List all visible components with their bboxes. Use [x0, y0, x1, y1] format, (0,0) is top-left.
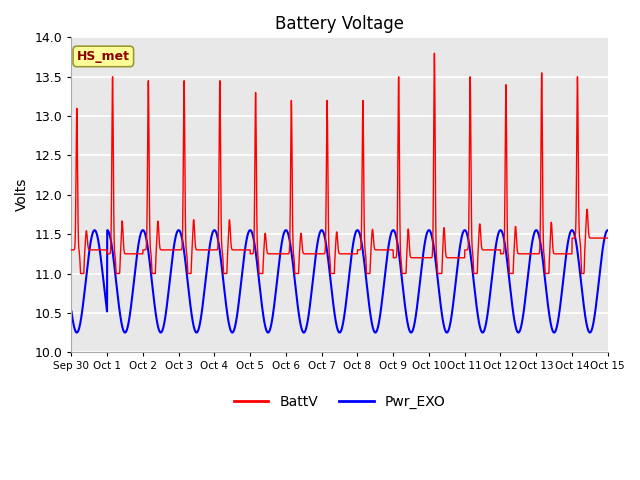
- Text: HS_met: HS_met: [77, 50, 130, 63]
- Legend: BattV, Pwr_EXO: BattV, Pwr_EXO: [228, 389, 451, 415]
- Y-axis label: Volts: Volts: [15, 178, 29, 212]
- Title: Battery Voltage: Battery Voltage: [275, 15, 404, 33]
